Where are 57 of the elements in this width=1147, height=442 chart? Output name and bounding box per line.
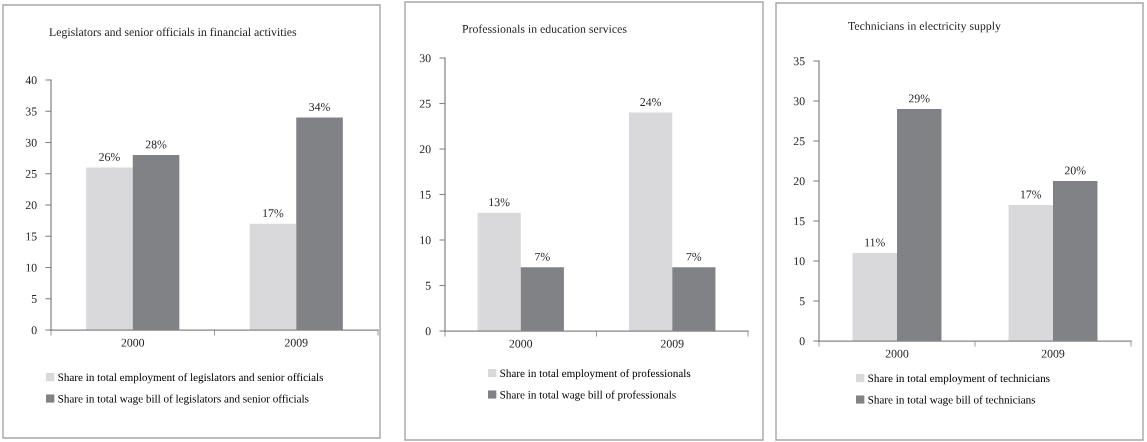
chart-title: Professionals in education services <box>462 24 627 33</box>
chart-title: Technicians in electricity supply <box>848 21 1001 33</box>
x-tick-label: 2009 <box>1041 349 1065 358</box>
legend-label: Share in total wage bill of technicians <box>868 395 1036 406</box>
x-tick-label: 2000 <box>509 339 533 348</box>
y-tick-label: 0 <box>799 337 805 346</box>
data-label: 17% <box>263 209 284 218</box>
y-tick-label: 40 <box>25 76 37 85</box>
bar <box>477 212 521 331</box>
bar <box>86 167 133 330</box>
y-tick-label: 5 <box>425 281 431 290</box>
y-tick-label: 0 <box>425 327 431 336</box>
y-tick-label: 15 <box>26 232 37 241</box>
bar <box>852 253 897 341</box>
y-tick-label: 20 <box>25 201 37 210</box>
bar <box>249 223 297 330</box>
y-tick-label: 35 <box>25 107 37 116</box>
y-tick-label: 25 <box>25 170 37 178</box>
y-tick-label: 30 <box>25 138 37 147</box>
data-label: 11% <box>865 238 885 247</box>
legend-label: Share in total wage bill of legislators and senior officials <box>58 394 309 405</box>
y-tick-label: 25 <box>419 99 431 108</box>
legend-label: Share in total employment of professionals <box>500 369 691 380</box>
bar <box>1008 205 1053 341</box>
y-tick-label: 5 <box>799 297 805 306</box>
data-label: 17% <box>1020 190 1042 199</box>
legend-label: Share in total employment of legislators and senior officials <box>58 373 324 384</box>
y-tick-label: 35 <box>793 57 805 66</box>
data-label: 28% <box>145 140 167 149</box>
x-tick-label: 2000 <box>121 338 145 347</box>
data-label: 13% <box>489 198 510 207</box>
data-label: 26% <box>99 152 120 161</box>
y-tick-label: 30 <box>419 54 431 63</box>
y-tick-label: 30 <box>793 97 805 106</box>
y-tick-label: 10 <box>26 263 37 272</box>
y-tick-label: 10 <box>794 257 805 266</box>
y-tick-label: 25 <box>793 137 805 146</box>
data-label: 7% <box>686 252 702 261</box>
y-tick-label: 15 <box>420 190 431 199</box>
y-tick-label: 20 <box>419 145 431 154</box>
y-tick-label: 0 <box>31 326 37 335</box>
y-tick-label: 20 <box>793 177 805 186</box>
x-tick-label: 2009 <box>284 338 308 347</box>
y-tick-label: 5 <box>31 295 37 303</box>
legend-label: Share in total employment of technicians <box>868 374 1050 385</box>
x-tick-label: 2000 <box>885 349 909 358</box>
x-tick-label: 2009 <box>660 339 684 348</box>
chart-title: Legislators and senior officials in financial activities <box>49 27 297 39</box>
data-label: 34% <box>309 102 330 111</box>
data-label: 20% <box>1064 166 1086 175</box>
y-tick-label: 10 <box>420 236 431 245</box>
data-label: 7% <box>535 252 550 261</box>
data-label: 29% <box>908 94 930 103</box>
y-tick-label: 15 <box>794 217 805 226</box>
bar <box>629 112 673 331</box>
data-label: 24% <box>640 98 662 107</box>
legend-label: Share in total wage bill of professionals <box>500 390 676 401</box>
